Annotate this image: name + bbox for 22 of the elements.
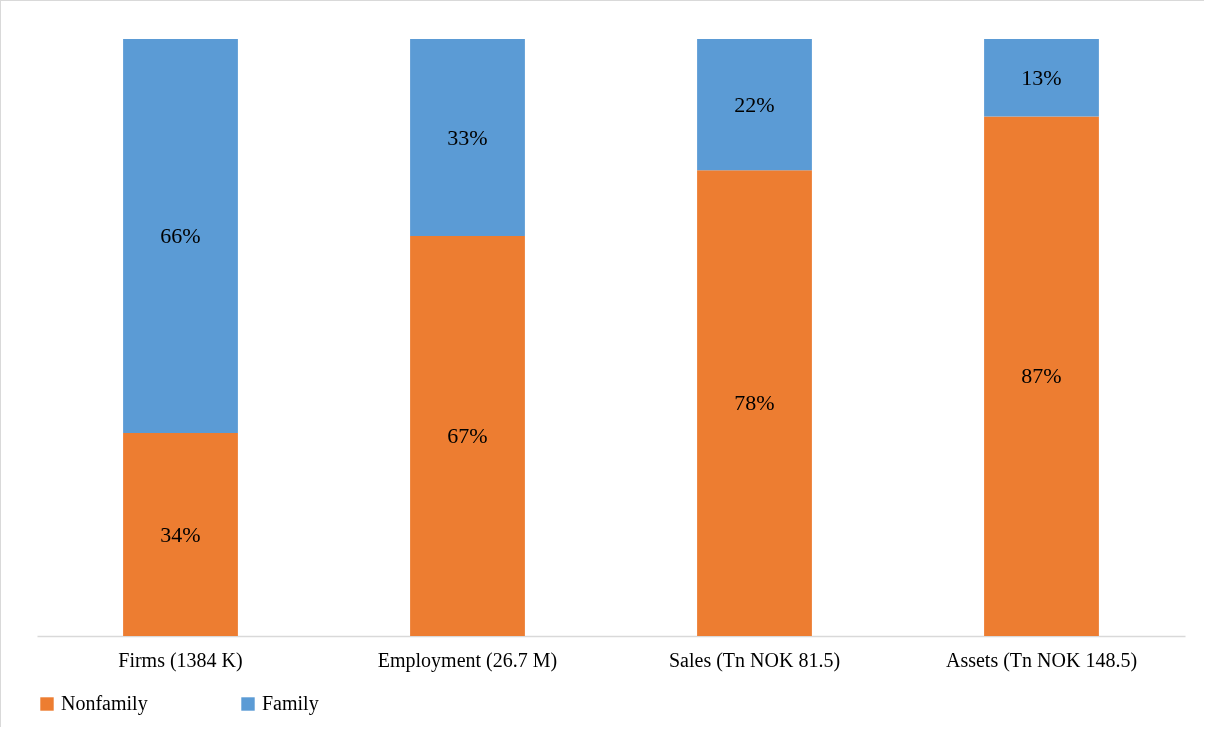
bar [984,116,1099,636]
data-label: 33% [447,124,488,150]
bar [410,236,525,636]
bar [410,39,525,237]
bar [123,433,238,636]
data-label: 34% [160,521,201,547]
data-label: 87% [1021,363,1062,389]
data-label: 22% [734,91,775,117]
legend-label: Family [262,692,319,715]
x-tick-label: Employment (26.7 M) [377,648,558,672]
bar [123,39,238,434]
x-tick-label: Firms (1384 K) [118,648,243,672]
data-label: 13% [1021,64,1062,90]
data-label: 66% [160,223,201,249]
x-tick-label: Sales (Tn NOK 81.5) [668,648,841,672]
bar [984,39,1099,117]
bar [697,170,812,636]
legend-label: Nonfamily [61,692,148,715]
data-label: 67% [447,423,488,449]
data-label: 78% [734,390,775,416]
bar [697,39,812,171]
x-tick-label: Assets (Tn NOK 148.5) [945,648,1138,672]
